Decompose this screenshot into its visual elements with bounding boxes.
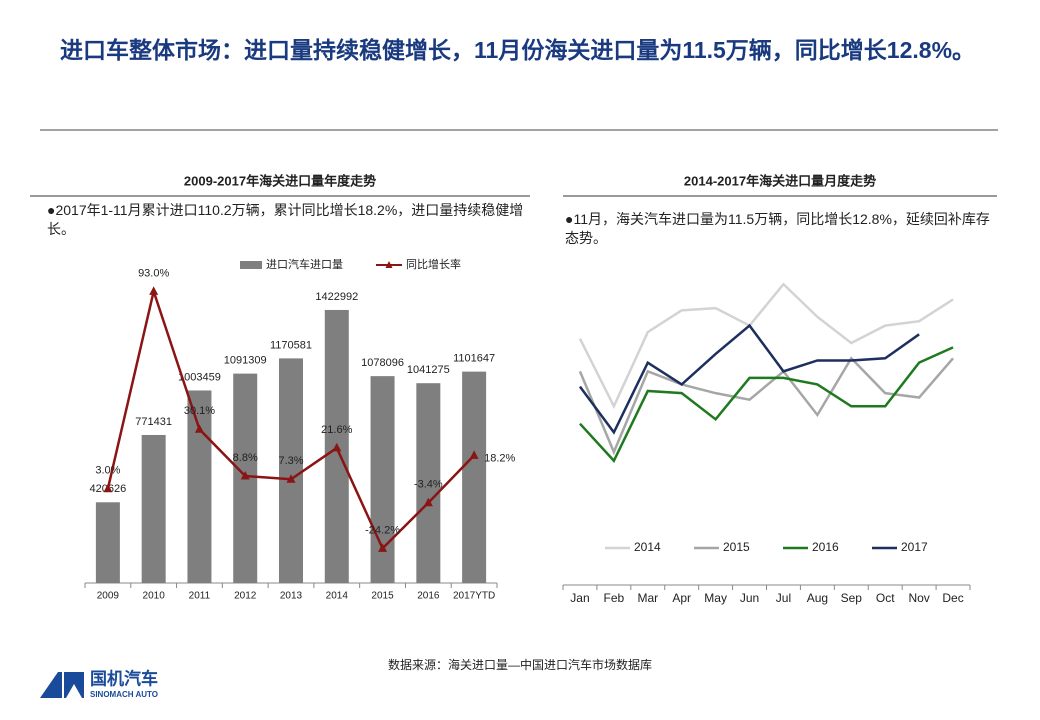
data-label: 1078096 xyxy=(361,357,404,369)
source: 数据来源：海关进口量—中国进口汽车市场数据库 xyxy=(388,657,652,672)
line-marker xyxy=(194,424,204,433)
x-tick-label: 2015 xyxy=(371,591,394,602)
data-label: -24.2% xyxy=(365,524,400,536)
bar xyxy=(279,358,303,583)
line-marker xyxy=(103,483,113,493)
data-label: 21.6% xyxy=(321,424,352,436)
data-label: 93.0% xyxy=(138,267,169,279)
x-tick-label: 2016 xyxy=(417,591,440,602)
bar xyxy=(462,371,487,583)
x-tick-label: May xyxy=(704,591,727,605)
x-tick-label: Jul xyxy=(776,591,791,605)
chart-note: ●2017年1-11月累计进口110.2万辆，累计同比增长18.2%，进口量持续… xyxy=(47,202,524,237)
x-tick-label: 2012 xyxy=(234,591,257,602)
data-label: -3.4% xyxy=(414,479,443,491)
line-marker xyxy=(378,543,388,552)
line-marker xyxy=(469,450,479,459)
x-tick-label: Jan xyxy=(570,591,589,605)
x-tick-label: Aug xyxy=(807,591,828,605)
legend-label: 进口汽车进口量 xyxy=(266,257,343,271)
logo-icon xyxy=(40,672,84,698)
data-label: 1041275 xyxy=(407,364,450,376)
series-line xyxy=(578,323,920,435)
line-marker xyxy=(423,497,433,507)
legend-label: 同比增长率 xyxy=(406,257,461,271)
line-marker xyxy=(149,286,159,295)
x-tick-label: 2014 xyxy=(326,591,349,602)
data-label: 1170581 xyxy=(270,339,312,351)
x-tick-label: Jun xyxy=(740,591,759,605)
x-tick-label: Sep xyxy=(841,591,863,605)
x-tick-label: 2013 xyxy=(280,591,303,602)
data-label: 3.0% xyxy=(95,465,120,477)
x-tick-label: Oct xyxy=(876,591,895,605)
legend-label: 2016 xyxy=(812,540,839,554)
bar xyxy=(370,376,395,583)
chart-title: 2009-2017年海关进口量年度走势 xyxy=(184,173,376,188)
bar xyxy=(416,383,441,583)
data-label: 1101647 xyxy=(453,353,495,365)
legend-swatch xyxy=(385,261,393,268)
series-line xyxy=(579,346,954,463)
data-label: 18.2% xyxy=(484,452,515,464)
bar xyxy=(141,434,166,583)
x-tick-label: 2011 xyxy=(189,591,211,602)
logo-name-en: SINOMACH AUTO xyxy=(90,690,158,699)
data-label: 1422992 xyxy=(315,291,358,303)
data-label: 8.8% xyxy=(233,452,258,464)
legend-swatch xyxy=(240,261,262,269)
series-line xyxy=(578,282,954,410)
x-tick-label: Nov xyxy=(908,591,929,605)
data-label: 30.1% xyxy=(184,405,215,417)
x-tick-label: Apr xyxy=(672,591,691,605)
x-tick-label: Dec xyxy=(942,591,963,605)
bar xyxy=(187,390,212,583)
x-tick-label: Feb xyxy=(604,591,625,605)
x-tick-label: Mar xyxy=(637,591,658,605)
x-tick-label: 2017YTD xyxy=(453,591,495,602)
page-title: 进口车整体市场：进口量持续稳健增长，11月份海关进口量为11.5万辆，同比增长1… xyxy=(60,37,976,63)
data-label: 7.3% xyxy=(278,455,303,467)
series-line xyxy=(578,356,954,456)
chart-note: ●11月，海关汽车进口量为11.5万辆，同比增长12.8%，延续回补库存态势。 xyxy=(565,211,990,246)
legend-label: 2017 xyxy=(901,540,928,554)
data-label: 771431 xyxy=(135,416,172,428)
legend-label: 2014 xyxy=(634,540,661,554)
logo-name: 国机汽车 xyxy=(90,668,158,688)
data-label: 1091309 xyxy=(224,355,267,367)
chart-title: 2014-2017年海关进口量月度走势 xyxy=(684,173,876,188)
line-marker xyxy=(286,474,296,483)
x-tick-label: 2009 xyxy=(97,591,120,602)
line-marker xyxy=(240,470,250,480)
x-tick-label: 2010 xyxy=(143,591,166,602)
bar xyxy=(95,502,120,583)
legend-label: 2015 xyxy=(723,540,750,554)
data-label: 1003459 xyxy=(178,371,221,383)
line-marker xyxy=(332,442,342,452)
